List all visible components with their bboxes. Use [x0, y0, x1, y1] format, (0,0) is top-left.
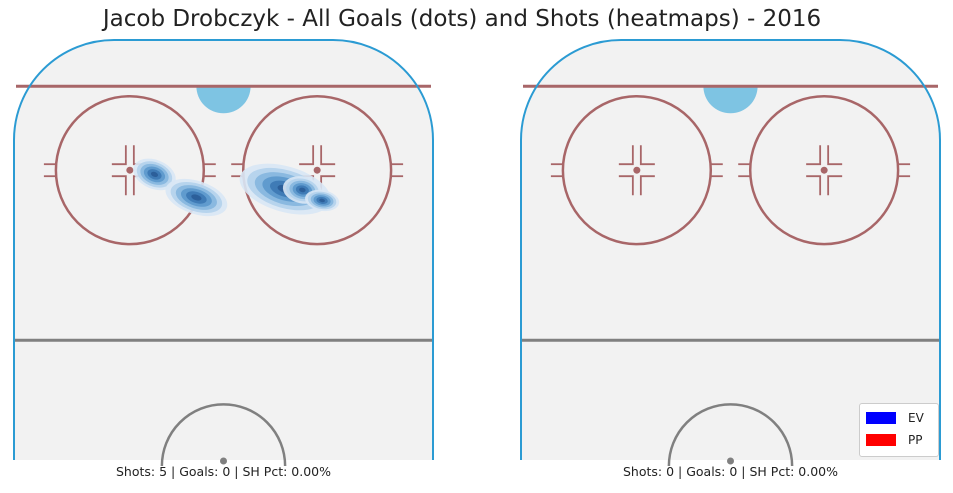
inner-l-mark [806, 175, 822, 196]
faceoff-circle-right [738, 95, 911, 246]
chart-title: Jacob Drobczyk - All Goals (dots) and Sh… [102, 6, 822, 32]
rink-panel-1 [13, 39, 434, 467]
center-dot [220, 457, 227, 465]
ice-surface [521, 40, 940, 460]
inner-l-mark [111, 145, 127, 166]
density-contour [319, 198, 325, 203]
boards [520, 39, 941, 460]
legend-swatch-ev [866, 412, 896, 424]
legend-label-ev: EV [908, 411, 924, 425]
inner-l-mark [827, 145, 843, 166]
faceoff-dot [820, 166, 828, 174]
inner-l-mark [618, 175, 634, 196]
faceoff-ring [54, 95, 206, 246]
faceoff-circle-left [550, 95, 723, 246]
boards [13, 39, 434, 460]
inner-l-mark [299, 145, 315, 166]
legend-label-pp: PP [908, 433, 923, 447]
goal-crease [196, 86, 251, 114]
center-circle [160, 403, 287, 467]
inner-l-mark [618, 145, 634, 166]
faceoff-ring [748, 95, 900, 246]
shot-density-blob [305, 189, 340, 212]
inner-l-mark [639, 145, 655, 166]
faceoff-circle-left [43, 95, 216, 246]
density-contour [150, 171, 159, 178]
goal-crease [703, 86, 758, 114]
faceoff-ring [241, 95, 393, 246]
inner-l-mark [320, 145, 336, 166]
faceoff-dot [126, 166, 134, 174]
faceoff-dot [313, 166, 321, 174]
center-circle [667, 403, 794, 467]
shot-heatmap [133, 158, 340, 217]
faceoff-circle-right [231, 95, 404, 246]
inner-l-mark [806, 145, 822, 166]
inner-l-mark [111, 175, 127, 196]
shot-density-blob [133, 158, 176, 191]
faceoff-ring [561, 95, 713, 246]
left-panel-caption: Shots: 5 | Goals: 0 | SH Pct: 0.00% [115, 464, 331, 479]
rink-panel-2 [520, 39, 941, 467]
faceoff-dot [633, 166, 641, 174]
inner-l-mark [827, 175, 843, 196]
center-dot [727, 457, 734, 465]
legend-swatch-pp [866, 434, 896, 446]
density-contour [191, 194, 202, 201]
shot-density-blob [165, 178, 228, 217]
legend: EV PP [859, 403, 939, 457]
ice-surface [14, 40, 433, 460]
inner-l-mark [639, 175, 655, 196]
right-panel-caption: Shots: 0 | Goals: 0 | SH Pct: 0.00% [622, 464, 838, 479]
density-contour [299, 187, 306, 193]
